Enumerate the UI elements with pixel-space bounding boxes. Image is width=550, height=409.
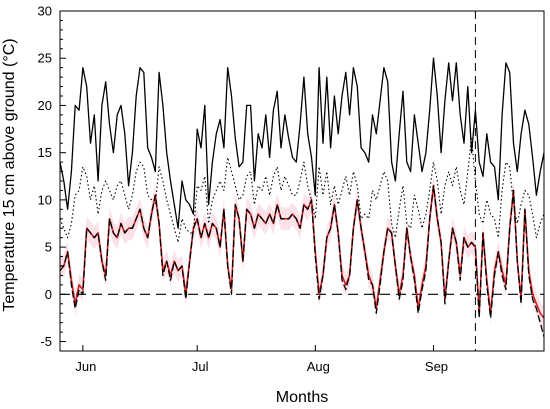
x-axis: Jun Jul Aug Sep <box>75 345 448 374</box>
y-tick-label: 30 <box>38 4 52 19</box>
x-tick-label: Aug <box>307 359 330 374</box>
y-tick-label: 15 <box>38 145 52 160</box>
y-tick-label: 5 <box>45 240 52 255</box>
x-tick-label: Jun <box>75 359 96 374</box>
series-line-max <box>59 57 545 229</box>
min-temperature-band <box>60 174 544 330</box>
x-tick-label: Sep <box>425 359 448 374</box>
series-lines <box>59 57 545 337</box>
y-axis: -5 0 5 10 15 20 25 30 <box>38 4 66 352</box>
y-tick-label: 20 <box>38 98 52 113</box>
series-line-min-dashed <box>59 185 545 337</box>
y-tick-label: 25 <box>38 51 52 66</box>
y-axis-title: Temperature 15 cm above ground (°C) <box>1 38 18 311</box>
min-band-area <box>60 174 544 330</box>
y-tick-label: 0 <box>45 287 52 302</box>
y-tick-label: 10 <box>38 192 52 207</box>
x-tick-label: Jul <box>192 359 209 374</box>
x-axis-title: Months <box>276 389 328 406</box>
y-tick-label: -5 <box>40 334 52 349</box>
reference-lines <box>60 11 544 351</box>
plot-frame <box>59 10 545 352</box>
